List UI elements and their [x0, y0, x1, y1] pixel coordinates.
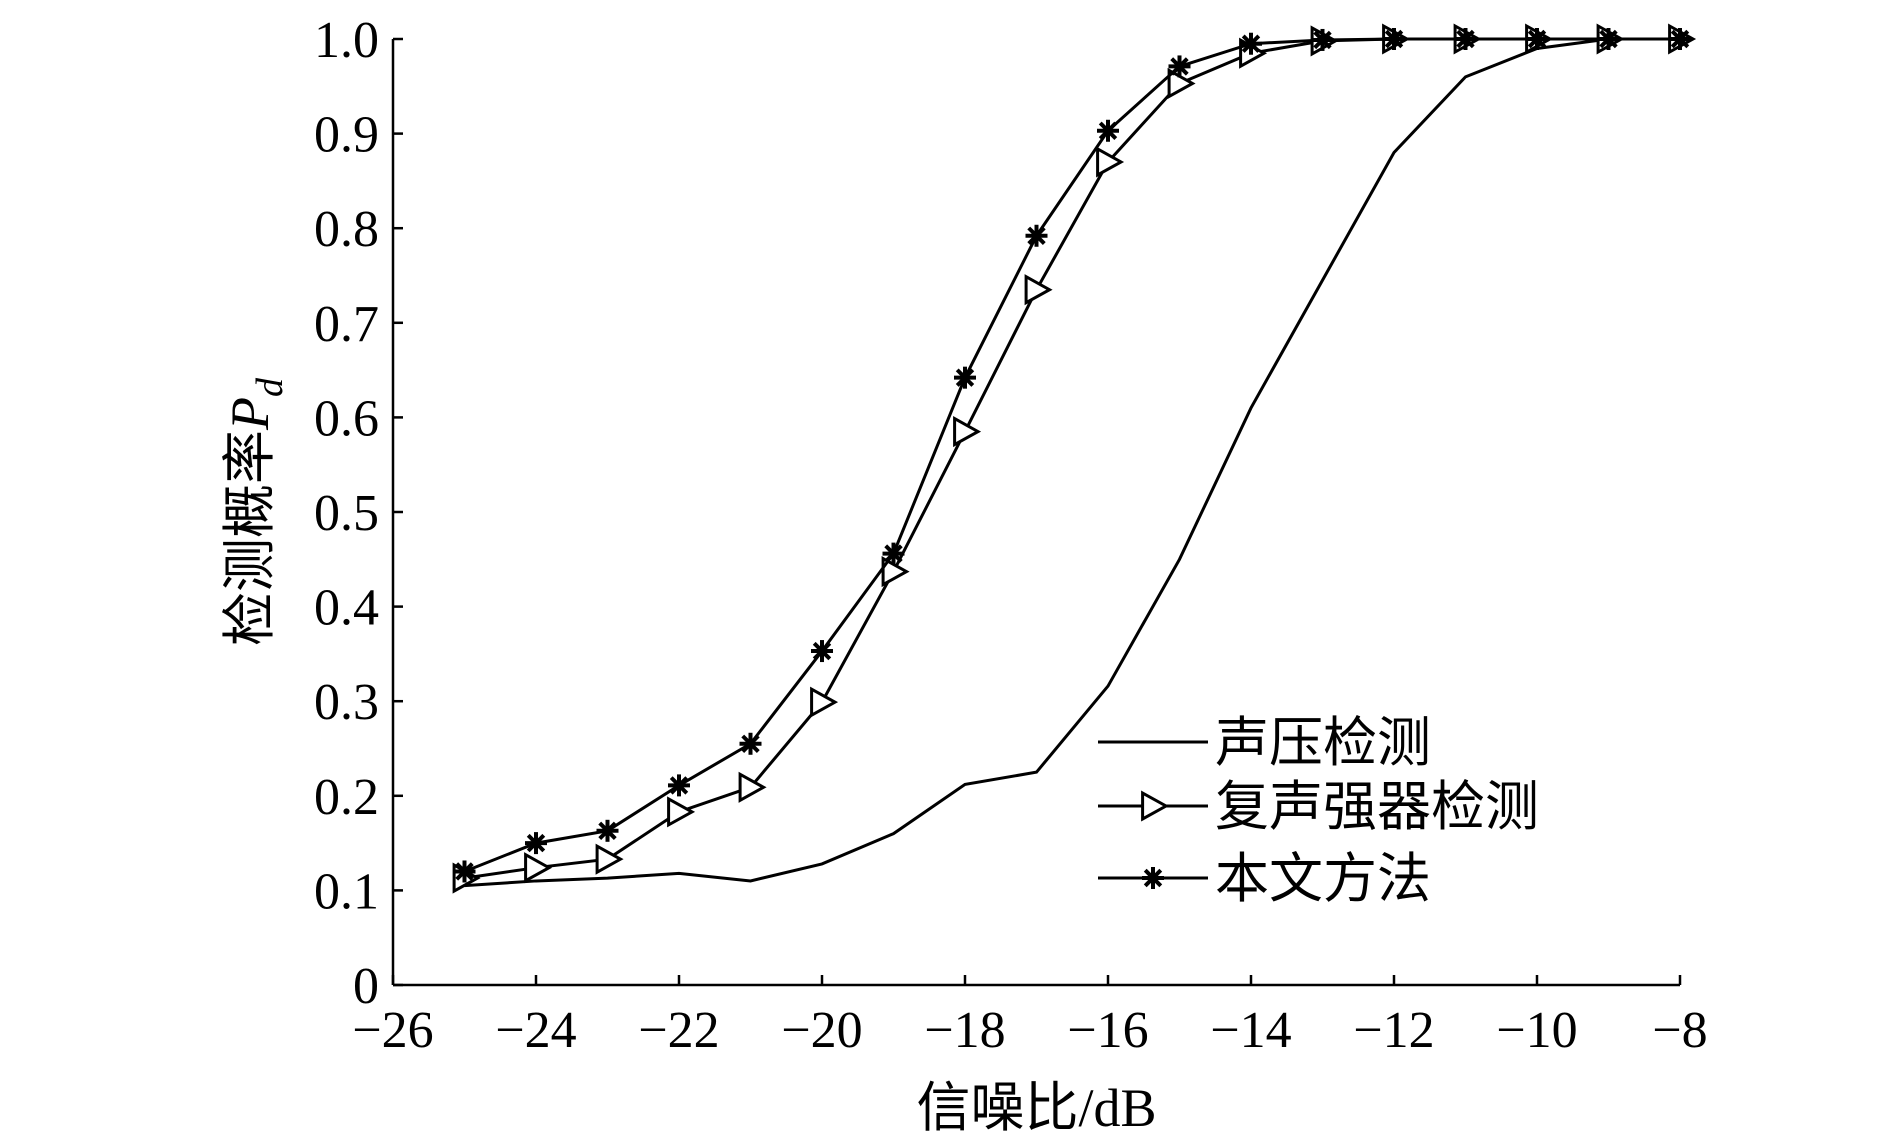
data-point-asterisk: [525, 832, 547, 855]
x-tick-label: −26: [352, 1002, 433, 1059]
data-point-triangle: [524, 852, 553, 884]
y-tick-label: 0.3: [314, 674, 379, 731]
y-tick-label: 0.9: [314, 107, 379, 164]
data-point-asterisk: [954, 366, 976, 389]
y-tick-label: 0: [353, 958, 379, 1015]
legend-label-2: 复声强器检测: [1215, 777, 1539, 837]
y-tick-label: 0.1: [314, 863, 379, 920]
data-point-asterisk: [811, 640, 833, 663]
x-tick-label: −22: [638, 1002, 719, 1059]
y-axis-title-subscript: d: [249, 377, 291, 397]
x-tick-label: −24: [495, 1002, 576, 1059]
data-point-asterisk: [453, 860, 476, 883]
y-axis-title: 检测概率Pd: [220, 377, 291, 646]
series-layer: [452, 23, 1697, 894]
data-point-asterisk: [1240, 32, 1262, 55]
data-point-asterisk: [1097, 119, 1119, 142]
series-1: [464, 37, 1680, 888]
data-point-triangle: [595, 843, 624, 875]
data-point-asterisk: [1025, 224, 1048, 247]
x-tick-label: −10: [1496, 1002, 1577, 1059]
data-point-asterisk: [882, 542, 905, 565]
data-point-asterisk: [1526, 28, 1548, 50]
legend-marker-asterisk: [1142, 867, 1164, 889]
y-tick-label: 0.4: [314, 580, 379, 637]
x-axis-title: 信噪比/dB: [916, 1078, 1156, 1138]
data-point-triangle: [953, 416, 982, 448]
series-line-2: [464, 37, 1680, 880]
y-axis-title-symbol: P: [220, 397, 280, 431]
y-tick-label: 1.0: [314, 12, 379, 69]
x-tick-label: −18: [924, 1002, 1005, 1059]
legend-label-1: 声压检测: [1215, 713, 1431, 773]
data-point-asterisk: [1454, 28, 1477, 50]
data-point-triangle: [810, 686, 839, 718]
data-point-asterisk: [1168, 55, 1191, 78]
data-point-asterisk: [668, 774, 690, 797]
legend-label-3: 本文方法: [1215, 849, 1431, 909]
y-tick-label: 0.6: [314, 390, 379, 447]
x-tick-label: −16: [1067, 1002, 1148, 1059]
data-point-asterisk: [739, 732, 762, 755]
data-point-asterisk: [1383, 28, 1405, 50]
data-point-triangle: [1096, 146, 1125, 178]
data-point-triangle: [667, 796, 696, 828]
x-tick-label: −14: [1210, 1002, 1291, 1059]
axes: −26 −24 −22 −20 −18 −16 −14 −12 −10 −8 0 0.1 0.2 0.3 0…: [314, 12, 1708, 1059]
series-line-3: [463, 37, 1680, 873]
data-point-asterisk: [1669, 28, 1691, 50]
series-2: [452, 23, 1697, 894]
series-line-1: [464, 37, 1680, 888]
y-tick-label: 0.8: [314, 201, 379, 258]
x-tick-label: −12: [1353, 1002, 1434, 1059]
legend-marker-triangle: [1141, 790, 1170, 822]
data-point-asterisk: [1597, 28, 1620, 50]
data-point-asterisk: [596, 819, 619, 842]
data-point-triangle: [738, 771, 767, 803]
data-point-triangle: [881, 556, 910, 588]
y-tick-label: 0.2: [314, 769, 379, 826]
series-3: [453, 28, 1691, 883]
x-tick-label: −8: [1652, 1002, 1707, 1059]
data-point-asterisk: [1311, 28, 1334, 51]
data-point-triangle: [1024, 274, 1053, 306]
y-tick-label: 0.7: [314, 296, 379, 353]
x-tick-label: −20: [781, 1002, 862, 1059]
y-tick-label: 0.5: [314, 485, 379, 542]
y-axis-title-text: 检测概率: [220, 430, 280, 646]
